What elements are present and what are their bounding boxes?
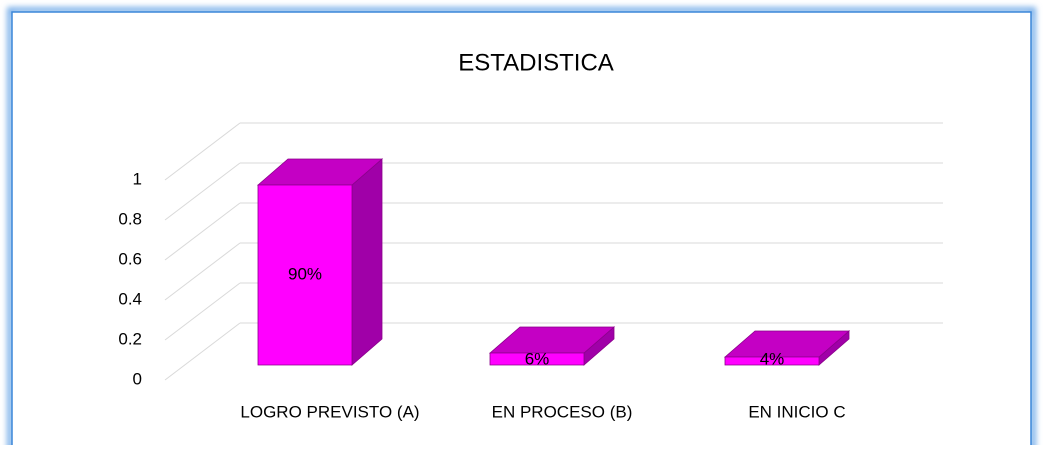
grid-line bbox=[164, 242, 241, 301]
bar-front bbox=[257, 184, 353, 366]
data-label: 6% bbox=[525, 349, 550, 368]
grid-line bbox=[164, 322, 241, 381]
bar bbox=[488, 326, 616, 366]
grid-line bbox=[164, 122, 241, 181]
x-tick-label: EN INICIO C bbox=[748, 402, 845, 421]
y-tick-label: 0.6 bbox=[118, 249, 142, 268]
y-tick-label: 0.4 bbox=[118, 289, 142, 308]
bar bbox=[256, 158, 384, 366]
chart-border bbox=[11, 11, 1032, 450]
grid-line bbox=[164, 282, 241, 341]
bar-side bbox=[351, 158, 383, 366]
y-tick-label: 0 bbox=[133, 369, 142, 388]
bar-front bbox=[489, 352, 585, 366]
x-tick-label: LOGRO PREVISTO (A) bbox=[240, 402, 419, 421]
data-label: 90% bbox=[288, 264, 322, 283]
data-label: 4% bbox=[760, 349, 785, 368]
grid-line bbox=[164, 202, 241, 261]
chart-title: ESTADISTICA bbox=[458, 49, 614, 76]
chart-border-glow bbox=[7, 7, 1036, 450]
y-tick-label: 0.8 bbox=[118, 209, 142, 228]
x-tick-label: EN PROCESO (B) bbox=[492, 402, 633, 421]
grid-line bbox=[164, 162, 241, 221]
bar-front bbox=[724, 356, 820, 366]
bar bbox=[723, 330, 851, 366]
y-tick-label: 1 bbox=[133, 169, 142, 188]
y-tick-label: 0.2 bbox=[118, 329, 142, 348]
